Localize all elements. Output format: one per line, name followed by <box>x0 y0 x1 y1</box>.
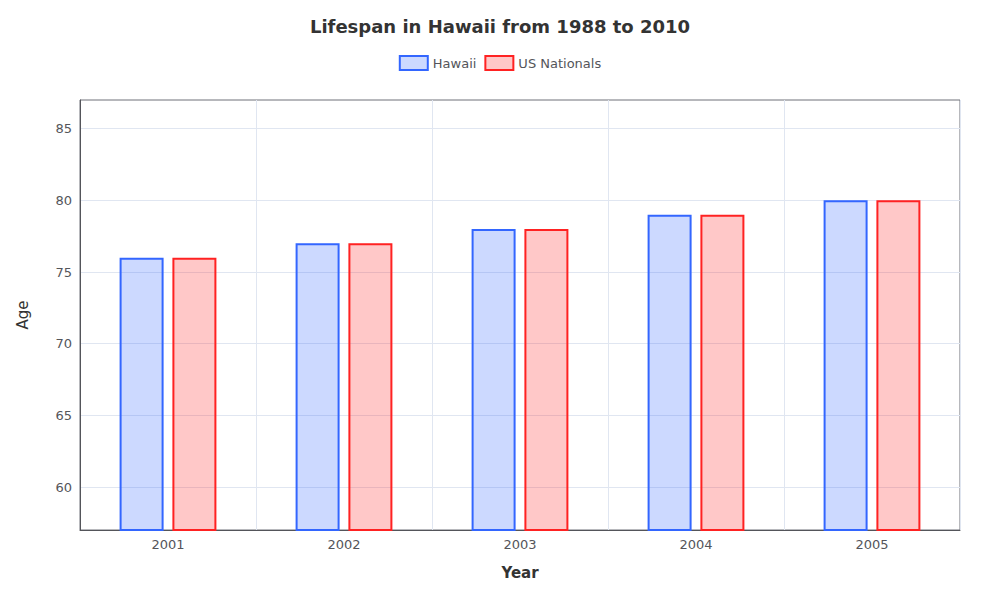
svg-text:70: 70 <box>55 336 72 351</box>
svg-text:80: 80 <box>55 193 72 208</box>
svg-text:65: 65 <box>55 408 72 423</box>
svg-text:2002: 2002 <box>327 537 360 552</box>
svg-text:85: 85 <box>55 121 72 136</box>
svg-text:Age: Age <box>14 300 32 329</box>
svg-text:Hawaii: Hawaii <box>433 56 477 71</box>
svg-text:2005: 2005 <box>855 537 888 552</box>
svg-text:US Nationals: US Nationals <box>518 56 601 71</box>
svg-text:2004: 2004 <box>679 537 712 552</box>
svg-text:60: 60 <box>55 480 72 495</box>
svg-text:2001: 2001 <box>151 537 184 552</box>
svg-text:2003: 2003 <box>503 537 536 552</box>
svg-text:Lifespan in Hawaii from 1988 t: Lifespan in Hawaii from 1988 to 2010 <box>310 16 690 37</box>
svg-text:75: 75 <box>55 265 72 280</box>
svg-text:Year: Year <box>500 564 539 582</box>
